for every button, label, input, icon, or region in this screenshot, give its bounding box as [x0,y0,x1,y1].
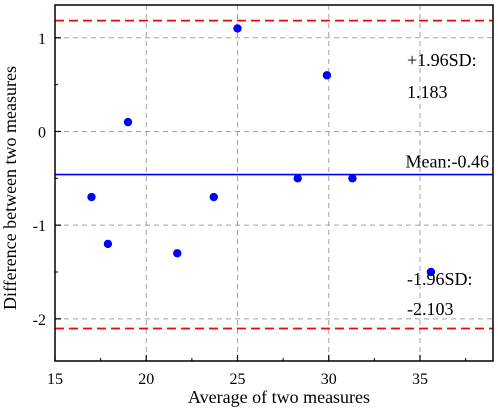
y-tick-label: -2 [33,312,46,329]
axis-labels: Average of two measures Difference betwe… [0,66,370,407]
data-point [348,174,357,183]
y-tick-label: 1 [38,31,46,48]
grid-layer [54,5,493,361]
data-point [173,249,182,258]
data-point [103,239,113,249]
plot-frame [54,4,494,362]
upper-limit-label-line1: +1.96SD: [407,50,477,70]
data-point [209,192,218,202]
x-tick-label: 30 [321,371,337,388]
x-tick-label: 25 [230,371,246,388]
lower-limit-label-line1: -1.96SD: [407,269,473,289]
plot-background [55,5,493,361]
data-point [293,174,302,183]
data-point [87,192,96,202]
x-axis-label: Average of two measures [188,387,370,407]
y-tick-label: -1 [33,218,46,235]
mean-label: Mean:-0.46 [406,152,489,172]
data-points [87,24,436,277]
y-tick-label: 0 [38,124,46,141]
x-tick-label: 35 [412,371,428,388]
data-point [322,71,332,80]
annotations: Mean:-0.46 +1.96SD: 1.183 -1.96SD: -2.10… [406,50,489,319]
limit-lines [55,19,493,330]
lower-limit-label-line2: -2.103 [407,299,454,319]
data-point [233,24,242,33]
x-tick-label: 20 [138,371,154,388]
data-point [426,267,436,277]
axes: 15 20 25 30 35 -2 -1 0 1 [33,4,494,388]
upper-limit-label-line2: 1.183 [407,82,448,102]
data-point [123,117,133,127]
x-tick-label: 15 [47,371,63,388]
y-axis-label: Difference between two measures [0,66,20,310]
